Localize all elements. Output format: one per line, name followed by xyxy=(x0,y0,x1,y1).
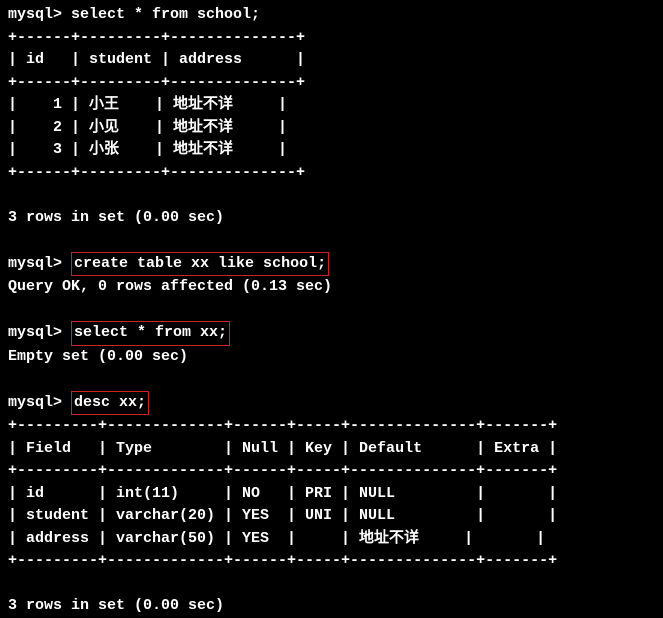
blank-line xyxy=(8,229,655,252)
table-row: | 2 | 小见 | 地址不详 | xyxy=(8,117,655,140)
table-border: +------+---------+--------------+ xyxy=(8,72,655,95)
table-border: +---------+-------------+------+-----+--… xyxy=(8,460,655,483)
table-row: | address | varchar(50) | YES | | 地址不详 |… xyxy=(8,528,655,551)
query-1-line: mysql> select * from school; xyxy=(8,4,655,27)
table-border: +------+---------+--------------+ xyxy=(8,162,655,185)
table-header: | Field | Type | Null | Key | Default | … xyxy=(8,438,655,461)
sql-command-highlighted: create table xx like school; xyxy=(71,252,329,277)
table-row: | student | varchar(20) | YES | UNI | NU… xyxy=(8,505,655,528)
sql-command-highlighted: select * from xx; xyxy=(71,321,230,346)
query-result: Query OK, 0 rows affected (0.13 sec) xyxy=(8,276,655,299)
mysql-prompt: mysql> xyxy=(8,324,62,341)
table-header: | id | student | address | xyxy=(8,49,655,72)
sql-command-highlighted: desc xx; xyxy=(71,391,149,416)
table-row: | 1 | 小王 | 地址不详 | xyxy=(8,94,655,117)
table-border: +------+---------+--------------+ xyxy=(8,27,655,50)
table-border: +---------+-------------+------+-----+--… xyxy=(8,415,655,438)
mysql-prompt: mysql> xyxy=(8,6,62,23)
mysql-prompt: mysql> xyxy=(8,394,62,411)
query-3-line: mysql> select * from xx; xyxy=(8,321,655,346)
result-footer: 3 rows in set (0.00 sec) xyxy=(8,595,655,618)
blank-line xyxy=(8,573,655,596)
blank-line xyxy=(8,184,655,207)
query-4-line: mysql> desc xx; xyxy=(8,391,655,416)
table-row: | 3 | 小张 | 地址不详 | xyxy=(8,139,655,162)
result-footer: 3 rows in set (0.00 sec) xyxy=(8,207,655,230)
blank-line xyxy=(8,368,655,391)
table-border: +---------+-------------+------+-----+--… xyxy=(8,550,655,573)
mysql-prompt: mysql> xyxy=(8,255,62,272)
blank-line xyxy=(8,299,655,322)
query-2-line: mysql> create table xx like school; xyxy=(8,252,655,277)
table-row: | id | int(11) | NO | PRI | NULL | | xyxy=(8,483,655,506)
query-result: Empty set (0.00 sec) xyxy=(8,346,655,369)
sql-command: select * from school; xyxy=(71,6,260,23)
